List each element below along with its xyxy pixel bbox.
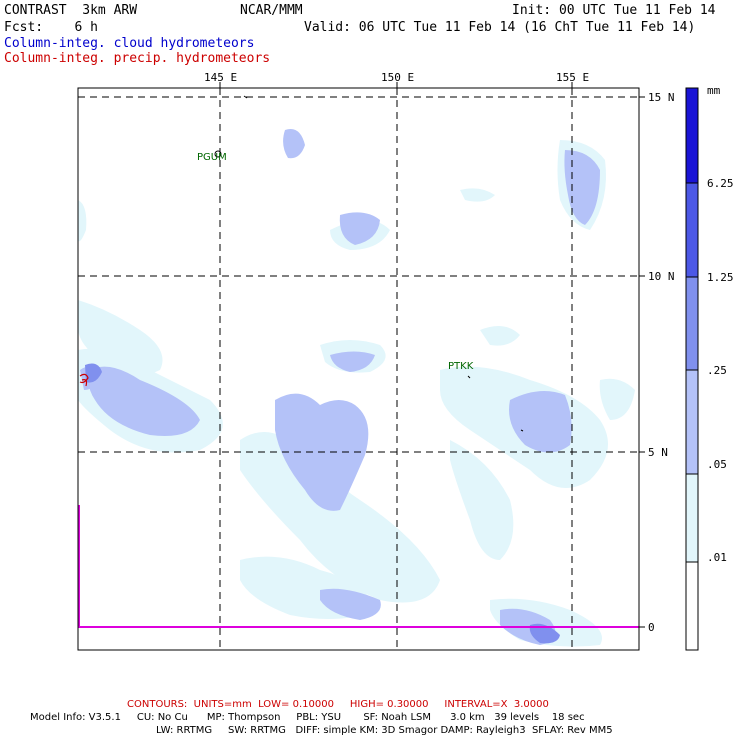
lat-label-5n: 5 N [648, 446, 668, 459]
colorbar-level-1: .05 [707, 458, 727, 471]
colorbar-level-4: 6.25 [707, 177, 734, 190]
colorbar [685, 87, 699, 651]
org-label: NCAR/MMM [240, 3, 303, 18]
valid-time: Valid: 06 UTC Tue 11 Feb 14 (16 ChT Tue … [304, 20, 696, 35]
colorbar-bin-0 [686, 562, 698, 650]
model-info-2: LW: RRTMG SW: RRTMG DIFF: simple KM: 3D … [156, 725, 613, 736]
colorbar-level-3: 1.25 [707, 271, 734, 284]
colorbar-level-0: .01 [707, 551, 727, 564]
graticule [78, 88, 639, 650]
model-info: Model Info: V3.5.1 CU: No Cu MP: Thompso… [30, 712, 585, 723]
field-label-cloud: Column-integ. cloud hydrometeors [4, 36, 255, 51]
map-frame [77, 87, 640, 651]
contour-info: CONTOURS: UNITS=mm LOW= 0.10000 HIGH= 0.… [127, 699, 549, 710]
lon-label-155: 155 E [556, 71, 590, 84]
island-marks [214, 95, 524, 432]
model-title: CONTRAST 3km ARW [4, 3, 138, 18]
colorbar-bin-1 [686, 474, 698, 562]
precip-contours [79, 373, 89, 387]
lon-label-145: 145 E [204, 71, 238, 84]
colorbar-level-2: .25 [707, 364, 727, 377]
colorbar-bin-3 [686, 277, 698, 370]
lon-label-150: 150 E [381, 71, 415, 84]
field-label-precip: Column-integ. precip. hydrometeors [4, 51, 271, 66]
lat-label-0: 0 [648, 621, 655, 634]
station-pgum: PGUM [197, 152, 227, 163]
colorbar-bin-4 [686, 183, 698, 277]
init-time: Init: 00 UTC Tue 11 Feb 14 [512, 3, 716, 18]
domain-boundary [78, 505, 639, 628]
cloud-field-dense [85, 363, 560, 644]
colorbar-bin-2 [686, 370, 698, 474]
frame-ticks [219, 82, 645, 628]
forecast-hour: Fcst: 6 h [4, 20, 98, 35]
colorbar-bin-5 [686, 88, 698, 183]
colorbar-unit: mm [707, 84, 721, 97]
lat-label-15n: 15 N [648, 91, 675, 104]
lat-label-10n: 10 N [648, 270, 675, 283]
station-ptkk: PTKK [448, 361, 474, 372]
